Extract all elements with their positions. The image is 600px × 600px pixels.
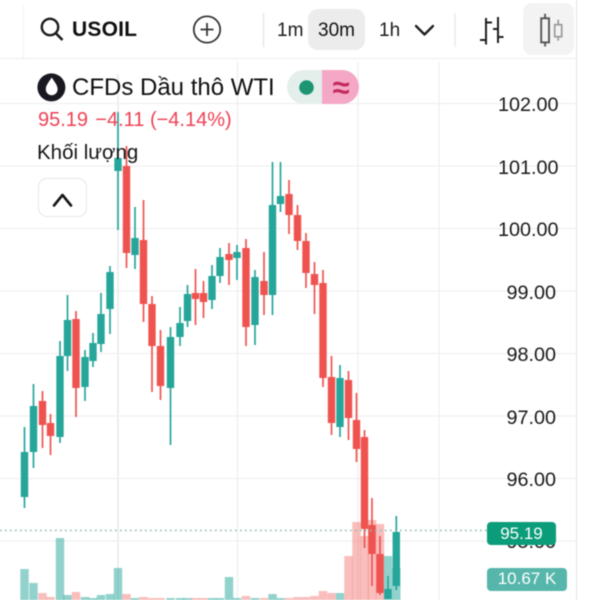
svg-text:≈: ≈	[332, 70, 349, 104]
